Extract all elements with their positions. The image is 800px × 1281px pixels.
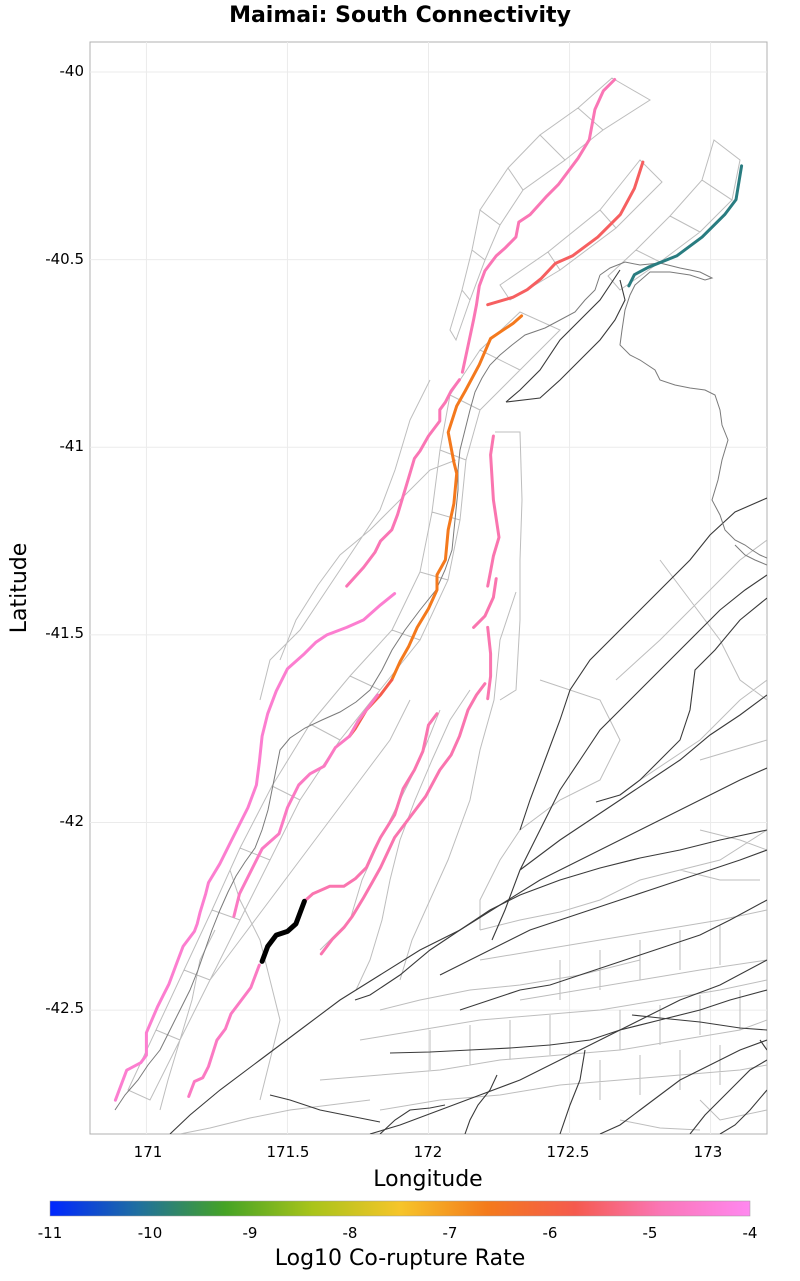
colorbar-ticks: -11 -10 -9 -8 -7 -6 -5 -4 [38,1224,758,1242]
coastline-path [114,261,767,1111]
fault-patches [127,77,767,1134]
colorbar-tick-label: -10 [138,1224,163,1242]
colorbar-tick-label: -7 [443,1224,458,1242]
x-tick-label: 171 [134,1143,163,1161]
rupture-section-2 [627,164,744,288]
y-tick-label: -42 [60,812,85,830]
y-axis-label: Latitude [7,543,32,634]
fault-traces-diagonal [169,767,767,1134]
rupture-section-0 [460,78,617,374]
x-tick-label: 173 [694,1143,723,1161]
rupture-section-1 [486,160,645,307]
colorbar-tick-label: -8 [343,1224,358,1242]
y-tick-label: -40 [60,62,85,80]
colorbar-label: Log10 Co-rupture Rate [275,1246,526,1271]
rupture-section-13 [486,625,493,701]
y-ticks: -40 -40.5 -41 -41.5 -42 -42.5 [45,62,84,1017]
x-ticks: 171 171.5 172 172.5 173 [134,1143,723,1161]
x-tick-label: 171.5 [267,1143,310,1161]
y-tick-label: -42.5 [45,999,84,1017]
rupture-section-7 [232,693,380,918]
rupture-section-3 [390,314,524,682]
gridlines [90,42,767,1134]
source-fault-maimai [259,898,307,964]
rupture-lines [113,78,744,1102]
rupture-section-6 [113,592,397,1102]
fault-traces [269,279,767,1134]
colorbar-tick-label: -4 [743,1224,758,1242]
rupture-section-5 [345,378,461,588]
rupture-section-10 [319,682,487,956]
y-tick-label: -40.5 [45,250,84,268]
rupture-section-12 [472,577,498,629]
y-tick-label: -41.5 [45,624,84,642]
colorbar-tick-label: -6 [543,1224,558,1242]
colorbar-gradient [49,1200,751,1217]
chart-title: Maimai: South Connectivity [229,3,571,28]
x-tick-label: 172.5 [547,1143,590,1161]
colorbar-tick-label: -5 [643,1224,658,1242]
colorbar-tick-label: -9 [243,1224,258,1242]
fault-network-background [127,77,767,1134]
rupture-section-9 [302,712,439,903]
rupture-section-11 [486,434,501,588]
rupture-section-8 [187,963,261,1098]
coastline [114,261,767,1111]
axes: 171 171.5 172 172.5 173 -40 -40.5 -41 -4… [7,62,722,1192]
fault-traces-north [505,269,621,403]
colorbar: -11 -10 -9 -8 -7 -6 -5 -4 Log10 Co-ruptu… [38,1200,758,1271]
x-tick-label: 172 [414,1143,443,1161]
y-tick-label: -41 [60,437,85,455]
colorbar-tick-label: -11 [38,1224,63,1242]
x-axis-label: Longitude [373,1167,482,1192]
